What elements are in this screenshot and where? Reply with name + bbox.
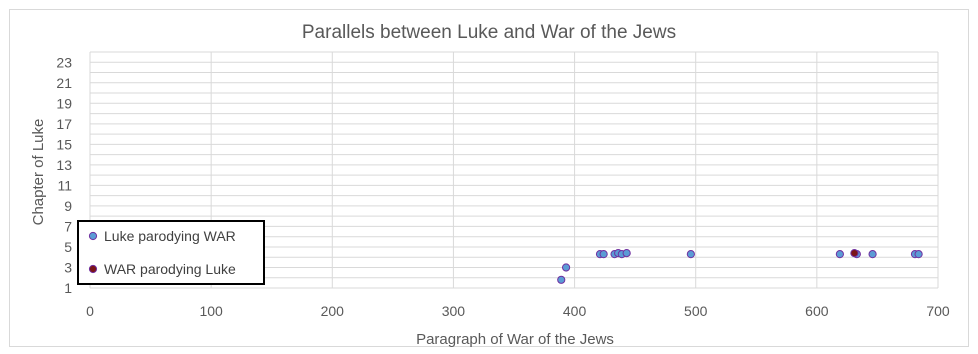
x-tick-label: 100 — [199, 303, 223, 319]
x-tick-label: 0 — [86, 303, 94, 319]
grid-lines — [89, 51, 939, 289]
legend: Luke parodying WAR WAR parodying Luke — [77, 220, 265, 285]
x-tick-label: 700 — [926, 303, 950, 319]
legend-marker — [88, 264, 98, 274]
point-luke-parodying-war — [561, 263, 571, 272]
point-luke-parodying-war — [622, 249, 631, 258]
x-axis-title: Paragraph of War of the Jews — [416, 331, 614, 348]
y-tick-label: 7 — [64, 218, 72, 234]
y-tick-label: 15 — [56, 136, 72, 152]
y-tick-label: 17 — [56, 116, 72, 132]
x-tick-label: 400 — [563, 303, 587, 319]
point-war-parodying-luke — [850, 249, 859, 258]
x-tick-label: 500 — [684, 303, 708, 319]
x-tick-label: 200 — [321, 303, 345, 319]
y-tick-label: 11 — [57, 177, 72, 193]
y-tick-label: 3 — [64, 259, 72, 275]
chart-title: Parallels between Luke and War of the Je… — [302, 22, 676, 43]
y-tick-label: 21 — [56, 75, 72, 91]
y-tick-label: 5 — [64, 239, 72, 255]
chart-frame — [9, 9, 969, 347]
y-tick-label: 19 — [56, 95, 72, 111]
y-axis-title: Chapter of Luke — [30, 119, 47, 226]
point-luke-parodying-war — [868, 250, 877, 259]
point-luke-parodying-war — [914, 250, 923, 259]
point-luke-parodying-war — [557, 275, 566, 284]
legend-label: WAR parodying Luke — [104, 261, 236, 277]
legend-box — [77, 220, 265, 285]
point-luke-parodying-war — [599, 250, 608, 259]
point-luke-parodying-war — [835, 250, 844, 259]
x-axis-ticks: 0 100 200 300 400 500 600 700 — [86, 303, 950, 319]
point-luke-parodying-war — [686, 250, 695, 259]
data-points — [557, 249, 923, 284]
legend-marker — [88, 231, 98, 241]
legend-label: Luke parodying WAR — [104, 228, 236, 244]
x-tick-label: 300 — [442, 303, 466, 319]
y-tick-label: 13 — [56, 157, 72, 173]
x-tick-label: 600 — [805, 303, 829, 319]
y-tick-label: 1 — [64, 280, 72, 296]
y-tick-label: 23 — [56, 54, 72, 70]
y-tick-label: 9 — [64, 198, 72, 214]
